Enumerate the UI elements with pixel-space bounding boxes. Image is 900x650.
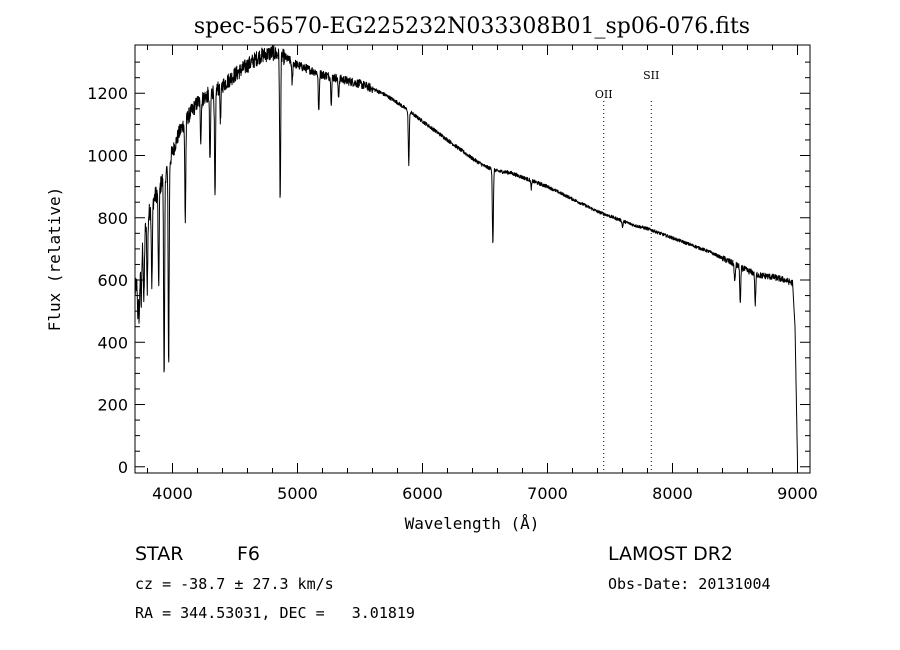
cz-label: cz = -38.7 ± 27.3 km/s bbox=[135, 575, 334, 593]
x-tick-label: 9000 bbox=[777, 484, 818, 503]
y-tick-label: 1000 bbox=[87, 147, 128, 166]
y-tick-labels: 0 200 400 600 800 1000 1200 bbox=[87, 84, 128, 477]
coords-label: RA = 344.53031, DEC = 3.01819 bbox=[135, 604, 415, 622]
x-tick-labels: 4000 5000 6000 7000 8000 9000 bbox=[152, 484, 818, 503]
annotation-label: OII bbox=[595, 88, 613, 101]
obs-date-label: Obs-Date: 20131004 bbox=[608, 575, 771, 593]
survey-label: LAMOST DR2 bbox=[608, 543, 733, 565]
x-tick-label: 6000 bbox=[402, 484, 443, 503]
spectrum-line bbox=[134, 45, 798, 464]
class-label: STAR bbox=[135, 543, 183, 565]
x-tick-label: 7000 bbox=[527, 484, 568, 503]
y-tick-label: 400 bbox=[97, 333, 128, 352]
y-tick-label: 200 bbox=[97, 396, 128, 415]
annotation-layer: OII SII bbox=[595, 69, 659, 473]
plot-frame bbox=[134, 44, 811, 474]
y-axis-label: Flux (relative) bbox=[45, 187, 64, 332]
axis-ticks bbox=[135, 45, 810, 473]
x-axis-label: Wavelength (Å) bbox=[405, 514, 540, 533]
x-tick-label: 4000 bbox=[152, 484, 193, 503]
x-tick-label: 5000 bbox=[277, 484, 318, 503]
annotation-label: SII bbox=[643, 69, 659, 82]
subclass-label: F6 bbox=[237, 543, 260, 565]
y-tick-label: 600 bbox=[97, 271, 128, 290]
y-tick-label: 800 bbox=[97, 209, 128, 228]
y-tick-label: 0 bbox=[118, 458, 128, 477]
chart-title: spec-56570-EG225232N033308B01_sp06-076.f… bbox=[194, 14, 750, 39]
x-tick-label: 8000 bbox=[652, 484, 693, 503]
y-tick-label: 1200 bbox=[87, 84, 128, 103]
